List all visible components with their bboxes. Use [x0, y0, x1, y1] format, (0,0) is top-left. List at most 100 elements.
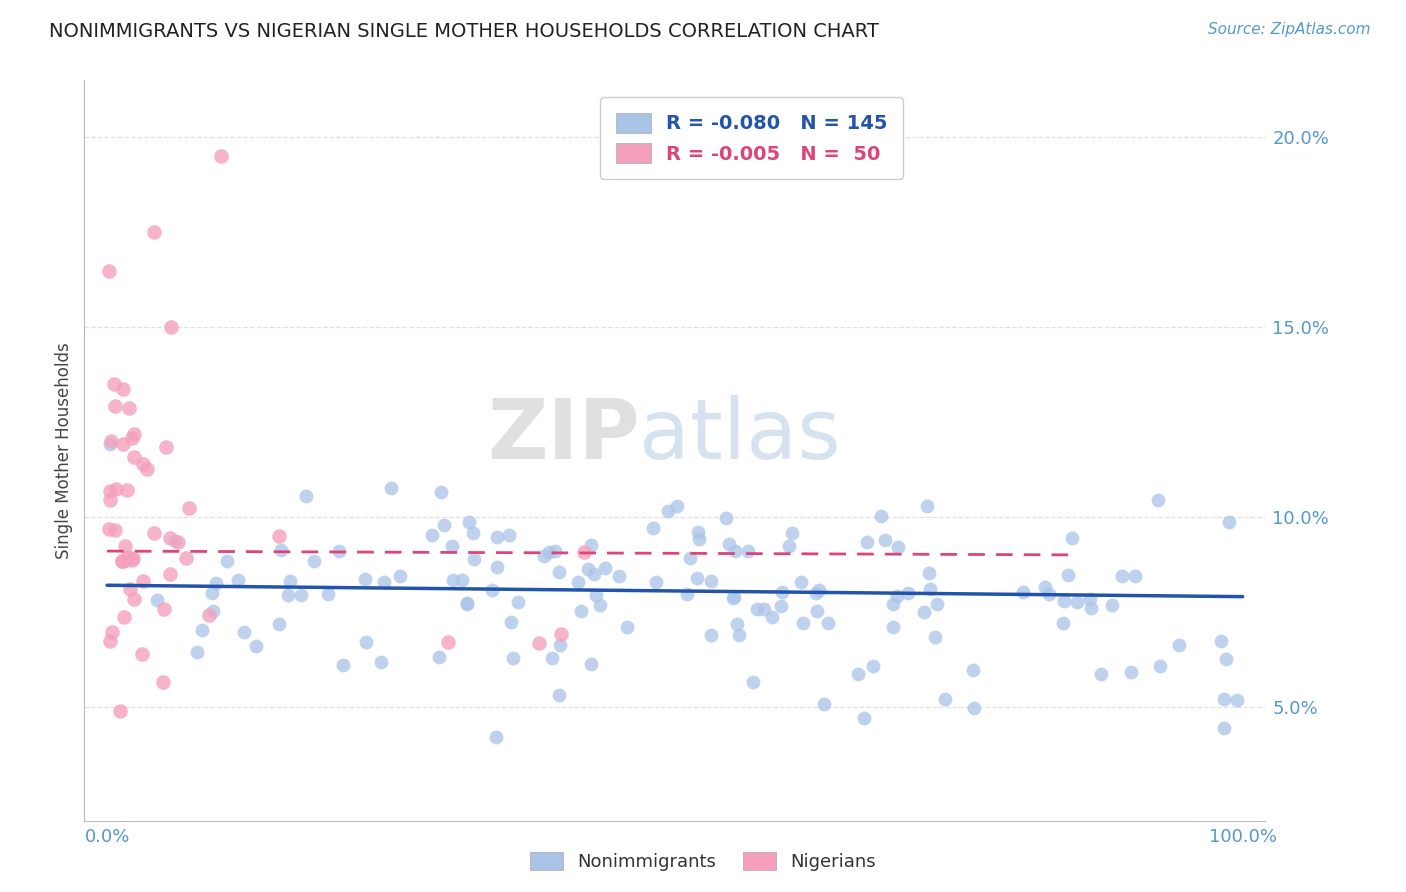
Point: [104, 523, 127, 537]
Text: ZIP: ZIP: [486, 395, 640, 476]
Point: [572, 545, 595, 559]
Point: [201, 586, 224, 600]
Point: [527, 635, 550, 649]
Point: [131, 647, 153, 661]
Point: [450, 573, 472, 587]
Point: [862, 658, 884, 673]
Point: [1121, 665, 1143, 679]
Point: [675, 587, 697, 601]
Point: [873, 533, 896, 547]
Point: [792, 615, 814, 630]
Point: [267, 617, 290, 632]
Point: [190, 623, 212, 637]
Point: [101, 625, 124, 640]
Point: [98, 264, 121, 278]
Point: [290, 588, 312, 602]
Point: [1168, 638, 1191, 652]
Point: [585, 589, 607, 603]
Point: [643, 521, 665, 535]
Point: [100, 434, 122, 448]
Point: [804, 586, 827, 600]
Point: [316, 587, 339, 601]
Point: [124, 592, 146, 607]
Point: [370, 656, 392, 670]
Point: [1123, 569, 1146, 583]
Point: [356, 634, 378, 648]
Point: [143, 525, 166, 540]
Point: [114, 539, 136, 553]
Point: [295, 489, 318, 503]
Point: [882, 597, 904, 611]
Point: [388, 568, 411, 582]
Point: [98, 437, 121, 451]
Point: [644, 574, 666, 589]
Point: [429, 485, 451, 500]
Point: [567, 574, 589, 589]
Point: [725, 617, 748, 632]
Point: [721, 591, 744, 605]
Text: atlas: atlas: [640, 395, 841, 476]
Point: [1226, 693, 1249, 707]
Point: [217, 554, 239, 568]
Point: [136, 462, 159, 476]
Point: [1012, 584, 1035, 599]
Point: [686, 571, 709, 585]
Point: [1080, 592, 1102, 607]
Point: [688, 532, 710, 546]
Point: [963, 701, 986, 715]
Point: [846, 666, 869, 681]
Point: [198, 607, 221, 622]
Point: [657, 504, 679, 518]
Point: [934, 692, 956, 706]
Point: [501, 615, 523, 629]
Point: [98, 493, 121, 508]
Point: [121, 553, 143, 567]
Point: [132, 457, 155, 471]
Point: [145, 592, 167, 607]
Point: [114, 554, 136, 568]
Point: [588, 598, 610, 612]
Point: [159, 320, 181, 334]
Point: [174, 550, 197, 565]
Point: [582, 566, 605, 581]
Point: [118, 401, 141, 415]
Point: [108, 705, 131, 719]
Point: [761, 610, 783, 624]
Point: [1215, 652, 1237, 666]
Point: [463, 552, 485, 566]
Point: [856, 535, 879, 549]
Point: [569, 604, 592, 618]
Point: [1213, 691, 1236, 706]
Point: [441, 573, 464, 587]
Point: [918, 582, 941, 596]
Legend: R = -0.080   N = 145, R = -0.005   N =  50: R = -0.080 N = 145, R = -0.005 N = 50: [600, 97, 903, 179]
Point: [332, 658, 354, 673]
Point: [278, 574, 301, 589]
Legend: Nonimmigrants, Nigerians: Nonimmigrants, Nigerians: [523, 846, 883, 879]
Point: [159, 567, 181, 582]
Point: [267, 529, 290, 543]
Point: [209, 149, 232, 163]
Point: [245, 639, 267, 653]
Point: [679, 550, 702, 565]
Point: [304, 553, 326, 567]
Point: [607, 568, 630, 582]
Point: [886, 589, 908, 603]
Point: [882, 620, 904, 634]
Point: [121, 431, 143, 445]
Point: [111, 382, 134, 396]
Point: [380, 481, 402, 495]
Point: [1209, 633, 1232, 648]
Y-axis label: Single Mother Households: Single Mother Households: [55, 343, 73, 558]
Point: [912, 605, 935, 619]
Point: [485, 560, 508, 574]
Point: [917, 500, 939, 514]
Point: [808, 583, 831, 598]
Point: [1090, 666, 1112, 681]
Point: [486, 530, 509, 544]
Point: [98, 634, 121, 648]
Point: [103, 399, 125, 413]
Point: [853, 711, 876, 725]
Point: [111, 553, 134, 567]
Point: [132, 574, 155, 588]
